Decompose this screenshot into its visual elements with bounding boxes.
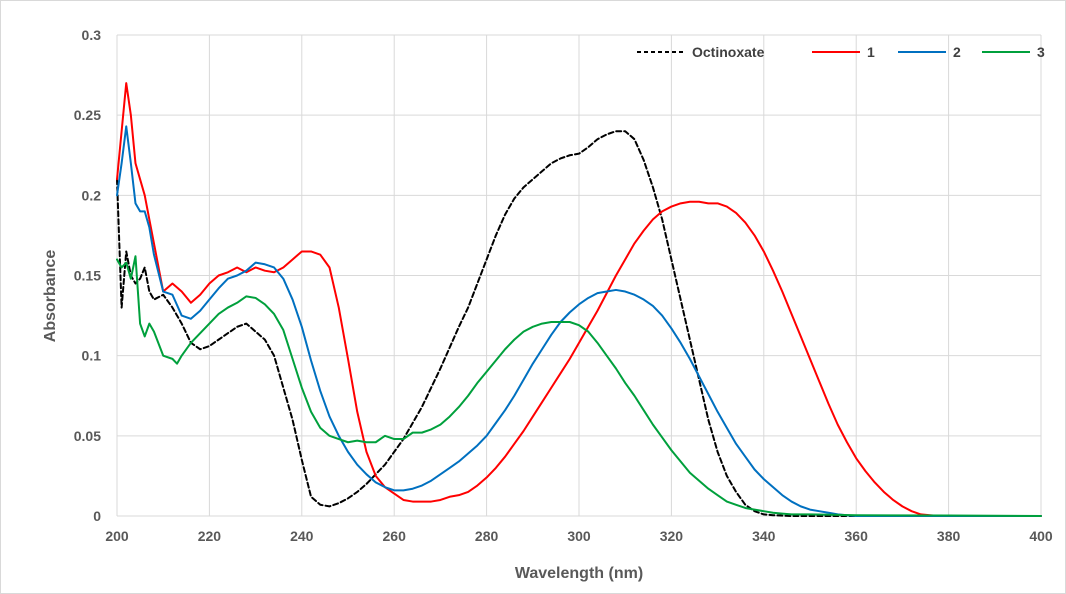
x-axis-title: Wavelength (nm) [515,565,643,582]
y-tick-label: 0.25 [74,107,101,123]
y-tick-label: 0.2 [82,187,102,203]
series-line-2 [116,125,1042,517]
x-tick-label: 200 [105,528,129,544]
x-tick-label: 400 [1029,528,1053,544]
series-line-octinoxate [116,130,1042,517]
x-tick-label: 280 [475,528,499,544]
x-tick-label: 300 [567,528,591,544]
legend-label: 3 [1037,44,1045,60]
y-tick-label: 0.15 [74,268,101,284]
y-tick-label: 0.05 [74,428,101,444]
legend-label: Octinoxate [692,44,765,60]
x-tick-label: 220 [198,528,222,544]
y-axis-ticks: 0 0.05 0.1 0.15 0.2 0.25 0.3 [74,27,101,524]
x-tick-label: 380 [937,528,961,544]
y-tick-label: 0.3 [82,27,102,43]
gridlines [116,34,1042,517]
x-tick-label: 320 [660,528,684,544]
x-axis-ticks: 200 220 240 260 280 300 320 340 360 380 400 [105,528,1053,544]
series-line-3 [116,255,1042,517]
legend-label: 2 [953,44,961,60]
y-tick-label: 0 [93,508,101,524]
x-tick-label: 260 [383,528,407,544]
x-tick-label: 240 [290,528,314,544]
x-tick-label: 360 [845,528,869,544]
y-axis-title: Absorbance [42,250,59,343]
series-lines [116,82,1042,517]
legend-label: 1 [867,44,875,60]
x-tick-label: 340 [752,528,776,544]
y-tick-label: 0.1 [82,348,102,364]
series-line-1 [116,82,1042,517]
legend: Octinoxate 1 2 3 [637,44,1045,60]
